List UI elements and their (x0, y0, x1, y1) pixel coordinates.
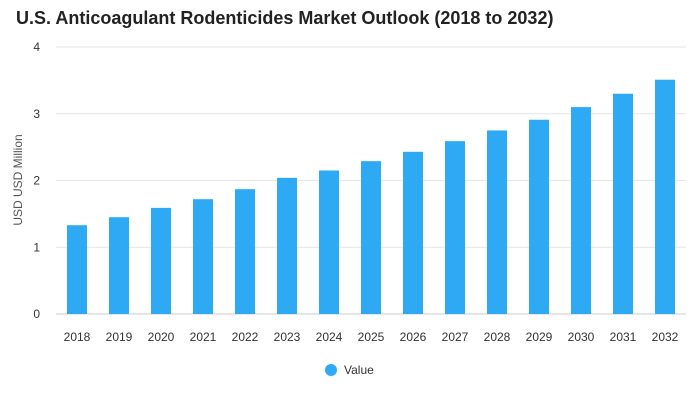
x-tick-label: 2024 (316, 330, 343, 344)
y-tick-label: 3 (33, 107, 40, 121)
bars (67, 79, 675, 315)
bar-2023[interactable] (277, 177, 297, 314)
bar-2025[interactable] (361, 161, 381, 314)
bar-2031[interactable] (613, 93, 633, 314)
bar-2027[interactable] (445, 141, 465, 314)
y-axis-title: USD USD Million (11, 134, 25, 225)
y-tick-label: 1 (33, 240, 40, 254)
x-tick-label: 2020 (148, 330, 175, 344)
bar-2022[interactable] (235, 189, 255, 314)
bar-2020[interactable] (151, 207, 171, 314)
y-axis-ticks: 0 1 2 3 4 (33, 40, 40, 321)
x-tick-label: 2032 (652, 330, 679, 344)
bar-2028[interactable] (487, 130, 507, 314)
x-tick-label: 2018 (64, 330, 91, 344)
bar-2026[interactable] (403, 151, 423, 314)
x-tick-label: 2028 (484, 330, 511, 344)
y-tick-label: 0 (33, 307, 40, 321)
bar-2032[interactable] (655, 79, 675, 315)
bar-2024[interactable] (319, 170, 339, 314)
bar-2021[interactable] (193, 199, 213, 314)
x-tick-label: 2025 (358, 330, 385, 344)
y-tick-label: 4 (33, 40, 40, 54)
x-tick-label: 2021 (190, 330, 217, 344)
legend-swatch (325, 364, 337, 376)
x-tick-label: 2029 (526, 330, 553, 344)
x-axis-ticks: 2018 2019 2020 2021 2022 2023 2024 2025 2026 2027… (64, 330, 679, 344)
bar-2030[interactable] (571, 107, 591, 314)
x-tick-label: 2027 (442, 330, 469, 344)
y-tick-label: 2 (33, 174, 40, 188)
x-tick-label: 2031 (610, 330, 637, 344)
bar-2029[interactable] (529, 119, 549, 314)
x-tick-label: 2023 (274, 330, 301, 344)
x-tick-label: 2026 (400, 330, 427, 344)
legend[interactable]: Value (325, 363, 374, 377)
legend-label: Value (344, 363, 374, 377)
chart-title: U.S. Anticoagulant Rodenticides Market O… (16, 8, 554, 28)
x-tick-label: 2019 (106, 330, 133, 344)
x-tick-label: 2022 (232, 330, 259, 344)
x-tick-label: 2030 (568, 330, 595, 344)
bar-2019[interactable] (109, 217, 129, 314)
bar-2018[interactable] (67, 225, 87, 314)
